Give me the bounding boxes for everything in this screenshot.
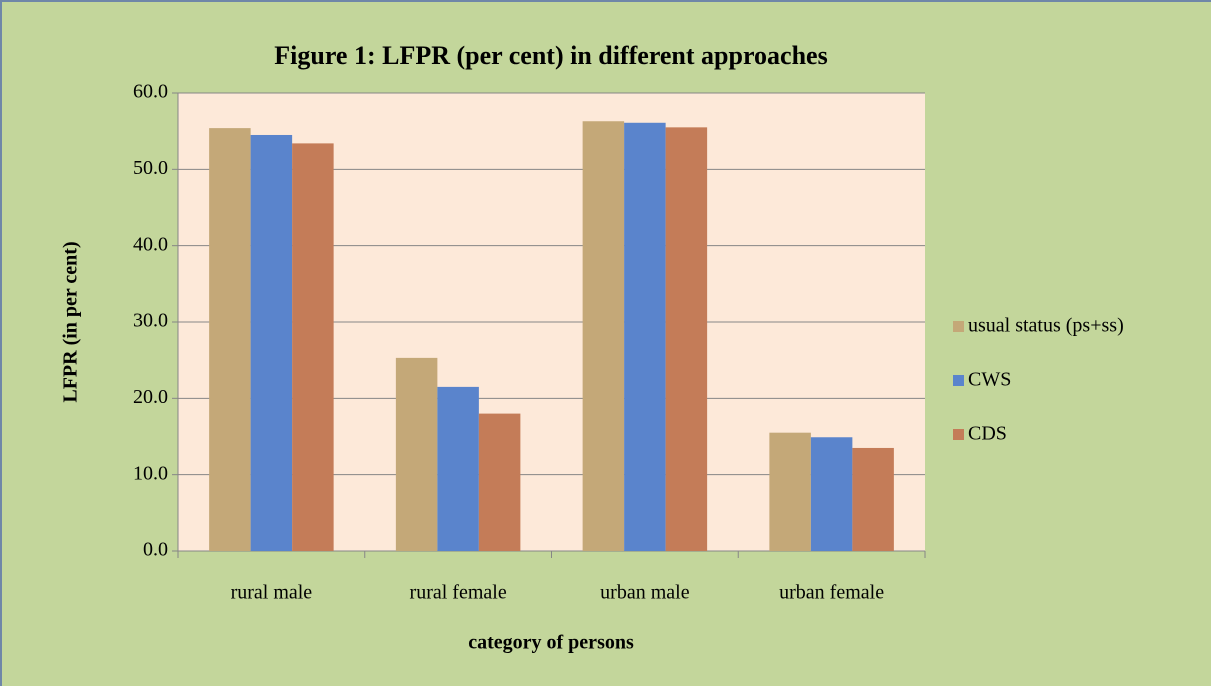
bar xyxy=(250,134,293,551)
legend-swatch xyxy=(953,375,964,386)
y-tick-label: 0.0 xyxy=(143,539,168,561)
y-tick-label: 20.0 xyxy=(133,386,168,408)
bar xyxy=(209,128,251,551)
y-axis-label: LFPR (in per cent) xyxy=(60,241,82,402)
bar xyxy=(769,432,811,551)
legend-label: CDS xyxy=(968,423,1007,445)
bar xyxy=(292,143,334,551)
bar xyxy=(810,437,853,551)
y-tick-label: 40.0 xyxy=(133,233,168,255)
x-tick-label: rural female xyxy=(410,582,507,604)
x-axis-label: category of persons xyxy=(468,632,634,654)
y-tick-label: 50.0 xyxy=(133,157,168,179)
chart-title: Figure 1: LFPR (per cent) in different a… xyxy=(274,41,827,70)
x-tick-label: rural male xyxy=(231,582,313,604)
bar xyxy=(624,122,666,552)
x-tick-label: urban female xyxy=(779,582,884,604)
legend-swatch xyxy=(953,321,964,332)
bar xyxy=(852,447,894,551)
legend-swatch xyxy=(953,429,964,440)
y-tick-label: 10.0 xyxy=(133,462,168,484)
y-tick-label: 60.0 xyxy=(133,81,168,103)
bar xyxy=(478,413,521,551)
bar xyxy=(582,121,625,551)
bar xyxy=(395,357,438,551)
bar xyxy=(437,386,479,551)
legend-label: CWS xyxy=(968,369,1011,391)
bar xyxy=(665,127,708,551)
legend-label: usual status (ps+ss) xyxy=(968,315,1124,337)
x-tick-label: urban male xyxy=(600,582,690,604)
y-tick-label: 30.0 xyxy=(133,310,168,332)
